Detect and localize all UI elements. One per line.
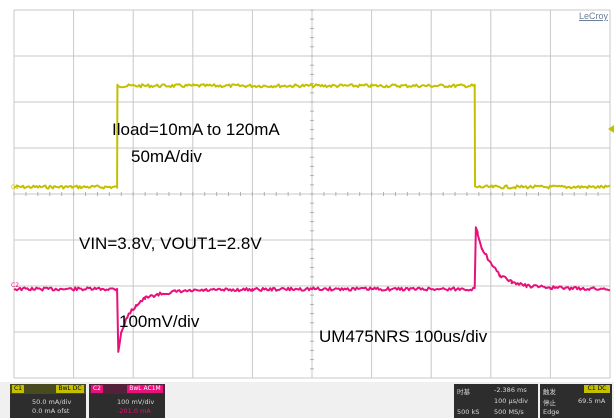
c1-readout-scale: 50.0 mA/div (32, 398, 72, 406)
voltage-scale-annotation: 100mV/div (119, 312, 200, 331)
c2-readout-panel[interactable]: C2 BwL AC1M 100 mV/div -201.0 mA (89, 384, 165, 418)
timebase-readout-samples: 500 kS (457, 408, 480, 416)
c2-ground-tag: C2 (11, 282, 20, 289)
timebase-readout-label: 时基 (457, 388, 470, 396)
c1-readout-offset: 0.0 mA ofst (32, 407, 70, 415)
c1-readout-mode: BwL DC (56, 385, 84, 393)
graticule (13, 9, 611, 379)
c1-ground-tag: C1 (11, 184, 20, 191)
c2-readout-mode: BwL AC1M (127, 385, 163, 393)
trace-c1 (13, 83, 611, 190)
vin-vout-annotation: VIN=3.8V, VOUT1=2.8V (79, 234, 262, 253)
timebase-readout-per-div: 100 μs/div (494, 397, 528, 405)
timebase-readout-panel[interactable]: 时基 -2.386 ms 100 μs/div 500 kS 500 MS/s (454, 384, 538, 418)
timebase-readout-rate: 500 MS/s (494, 408, 524, 416)
brand-logo: LeCroy (578, 11, 608, 21)
trigger-readout-level: 69.5 mA (578, 397, 606, 405)
c2-readout-label: C2 (91, 385, 103, 393)
c1-readout-panel[interactable]: C1 BwL DC 50.0 mA/div 0.0 mA ofst (10, 384, 86, 418)
trigger-readout-badge: C1 DC (584, 385, 610, 393)
traces (13, 83, 611, 353)
timebase-readout-delay: -2.386 ms (494, 386, 527, 394)
c1-readout-label: C1 (12, 385, 24, 393)
trigger-readout-panel[interactable]: 触发 C1 DC 停止 69.5 mA Edge (540, 384, 612, 418)
c2-readout-offset: -201.0 mA (117, 407, 151, 415)
trigger-readout-label: 触发 (543, 388, 556, 396)
trigger-level-marker (608, 125, 614, 133)
trace-c2 (13, 226, 611, 353)
iload-annotation: Iload=10mA to 120mA (112, 120, 280, 139)
trigger-readout-type: Edge (543, 408, 560, 416)
part-timebase-annotation: UM475NRS 100us/div (319, 327, 488, 346)
iload-scale-annotation: 50mA/div (131, 147, 202, 166)
c2-readout-scale: 100 mV/div (117, 398, 155, 406)
trigger-readout-mode: 停止 (543, 399, 556, 407)
